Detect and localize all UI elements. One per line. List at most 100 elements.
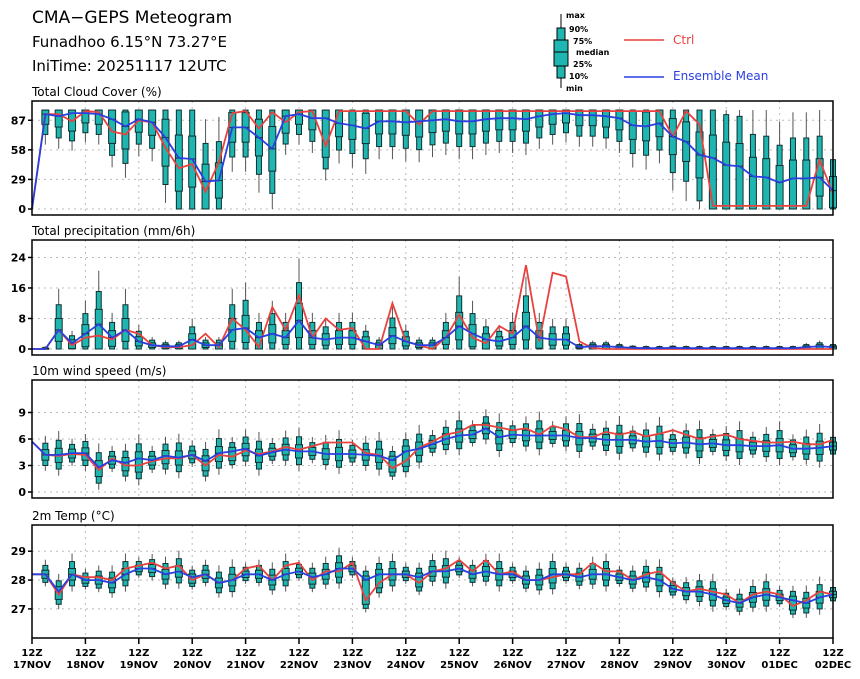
legend-label-p25: 25% bbox=[573, 60, 593, 69]
x-tick-label-hour: 12Z bbox=[342, 648, 363, 659]
x-tick-label-hour: 12Z bbox=[662, 648, 683, 659]
x-tick-label-date: 01DEC bbox=[761, 660, 797, 671]
x-tick-label-hour: 12Z bbox=[502, 648, 523, 659]
box-p25-p75 bbox=[188, 135, 197, 188]
init-time: IniTime: 20251117 12UTC bbox=[32, 57, 227, 75]
x-tick-label-date: 18NOV bbox=[66, 660, 105, 671]
box-p25-p75 bbox=[441, 109, 450, 132]
x-tick-label-hour: 12Z bbox=[555, 648, 576, 659]
y-tick-label: 24 bbox=[11, 251, 27, 264]
box-p25-p75 bbox=[375, 568, 384, 589]
box-p25-p75 bbox=[548, 109, 557, 125]
box-p25-p75 bbox=[762, 158, 771, 210]
panel-title: Total precipitation (mm/6h) bbox=[31, 224, 195, 238]
box-p25-p75 bbox=[321, 109, 330, 158]
x-tick-label-hour: 12Z bbox=[21, 648, 42, 659]
legend-ctrl-label: Ctrl bbox=[673, 33, 695, 47]
x-tick-label-hour: 12Z bbox=[449, 648, 470, 659]
box-p25-p75 bbox=[121, 111, 130, 150]
ensemble-mean-line bbox=[32, 318, 834, 350]
box-p25-p75 bbox=[521, 109, 530, 132]
y-tick-label: 28 bbox=[11, 574, 26, 587]
box-p25-p75 bbox=[401, 445, 410, 467]
ensemble-mean-line bbox=[32, 567, 834, 605]
x-tick-label-hour: 12Z bbox=[609, 648, 630, 659]
station-location: Funadhoo 6.15°N 73.27°E bbox=[32, 33, 227, 51]
box-p25-p75 bbox=[788, 159, 797, 210]
legend-box-glyph bbox=[553, 14, 569, 88]
y-tick-label: 29 bbox=[11, 173, 26, 186]
legend-label-max: max bbox=[566, 11, 585, 20]
box-p25-p75 bbox=[562, 109, 570, 124]
x-tick-label-date: 26NOV bbox=[493, 660, 532, 671]
legend-label-p10: 10% bbox=[569, 72, 589, 81]
y-tick-label: 58 bbox=[11, 144, 26, 157]
y-tick-label: 0 bbox=[18, 203, 26, 216]
x-tick-label-date: 19NOV bbox=[120, 660, 159, 671]
x-tick-label-date: 21NOV bbox=[226, 660, 265, 671]
legend-label-min: min bbox=[566, 84, 583, 93]
y-tick-label: 16 bbox=[11, 282, 27, 295]
ctrl-line bbox=[31, 109, 834, 210]
box-p25-p75 bbox=[775, 165, 784, 210]
box-p25-p75 bbox=[54, 109, 63, 128]
legend-mean-label: Ensemble Mean bbox=[673, 69, 769, 83]
x-tick-label-date: 29NOV bbox=[654, 660, 693, 671]
legend-label-p90: 90% bbox=[569, 25, 589, 34]
x-tick-label-hour: 12Z bbox=[716, 648, 737, 659]
box-p25-p75 bbox=[735, 143, 744, 210]
y-tick-label: 6 bbox=[18, 433, 26, 446]
box-p25-p75 bbox=[602, 109, 611, 128]
panel-title: Total Cloud Cover (%) bbox=[31, 85, 162, 99]
ensemble-mean-line bbox=[31, 427, 834, 469]
box-p25-p75 bbox=[495, 109, 504, 131]
x-tick-label-date: 24NOV bbox=[387, 660, 426, 671]
x-tick-label-hour: 12Z bbox=[75, 648, 96, 659]
x-tick-label-hour: 12Z bbox=[822, 648, 843, 659]
box-p25-p75 bbox=[802, 159, 811, 210]
x-tick-label-date: 30NOV bbox=[707, 660, 746, 671]
box-p25-p75 bbox=[748, 156, 757, 210]
y-tick-label: 9 bbox=[18, 407, 26, 420]
x-tick-label-date: 23NOV bbox=[333, 660, 372, 671]
y-tick-label: 29 bbox=[11, 545, 26, 558]
y-tick-label: 0 bbox=[18, 486, 26, 499]
x-tick-label-hour: 12Z bbox=[182, 648, 203, 659]
x-tick-label-hour: 12Z bbox=[288, 648, 309, 659]
box-p25-p75 bbox=[94, 308, 103, 350]
box-p25-p75 bbox=[228, 446, 237, 462]
box-p25-p75 bbox=[254, 330, 263, 350]
box-p25-p75 bbox=[81, 109, 90, 124]
y-tick-label: 27 bbox=[11, 603, 26, 616]
panel-title: 2m Temp (°C) bbox=[32, 509, 115, 523]
panel-frame bbox=[31, 100, 834, 216]
panel-frame bbox=[31, 524, 834, 639]
x-tick-label-date: 25NOV bbox=[440, 660, 479, 671]
x-tick-label-date: 20NOV bbox=[173, 660, 212, 671]
x-tick-label-hour: 12Z bbox=[128, 648, 149, 659]
box-p25-p75 bbox=[295, 109, 303, 125]
box-p25-p75 bbox=[588, 109, 597, 127]
box-p25-p75 bbox=[575, 109, 584, 127]
panel-title: 10m wind speed (m/s) bbox=[32, 364, 166, 378]
ctrl-line bbox=[31, 423, 834, 472]
x-tick-label-date: 28NOV bbox=[600, 660, 639, 671]
legend-label-p75: 75% bbox=[573, 37, 593, 46]
x-tick-label-hour: 12Z bbox=[395, 648, 416, 659]
chart-title: CMA−GEPS Meteogram bbox=[32, 8, 233, 28]
y-tick-label: 87 bbox=[11, 114, 26, 127]
x-tick-label-hour: 12Z bbox=[235, 648, 256, 659]
ctrl-line bbox=[32, 264, 833, 350]
box-p25-p75 bbox=[481, 109, 490, 132]
x-tick-label-date: 27NOV bbox=[547, 660, 586, 671]
box-p25-p75 bbox=[134, 451, 143, 473]
box-p25-p75 bbox=[708, 134, 717, 210]
ensemble-mean-line bbox=[31, 112, 834, 210]
x-tick-label-date: 17NOV bbox=[13, 660, 52, 671]
panel-frame bbox=[31, 379, 834, 499]
box-p25-p75 bbox=[508, 109, 517, 131]
y-tick-label: 3 bbox=[18, 460, 26, 473]
legend-label-median: median bbox=[576, 48, 610, 57]
box-p25-p75 bbox=[722, 141, 731, 210]
